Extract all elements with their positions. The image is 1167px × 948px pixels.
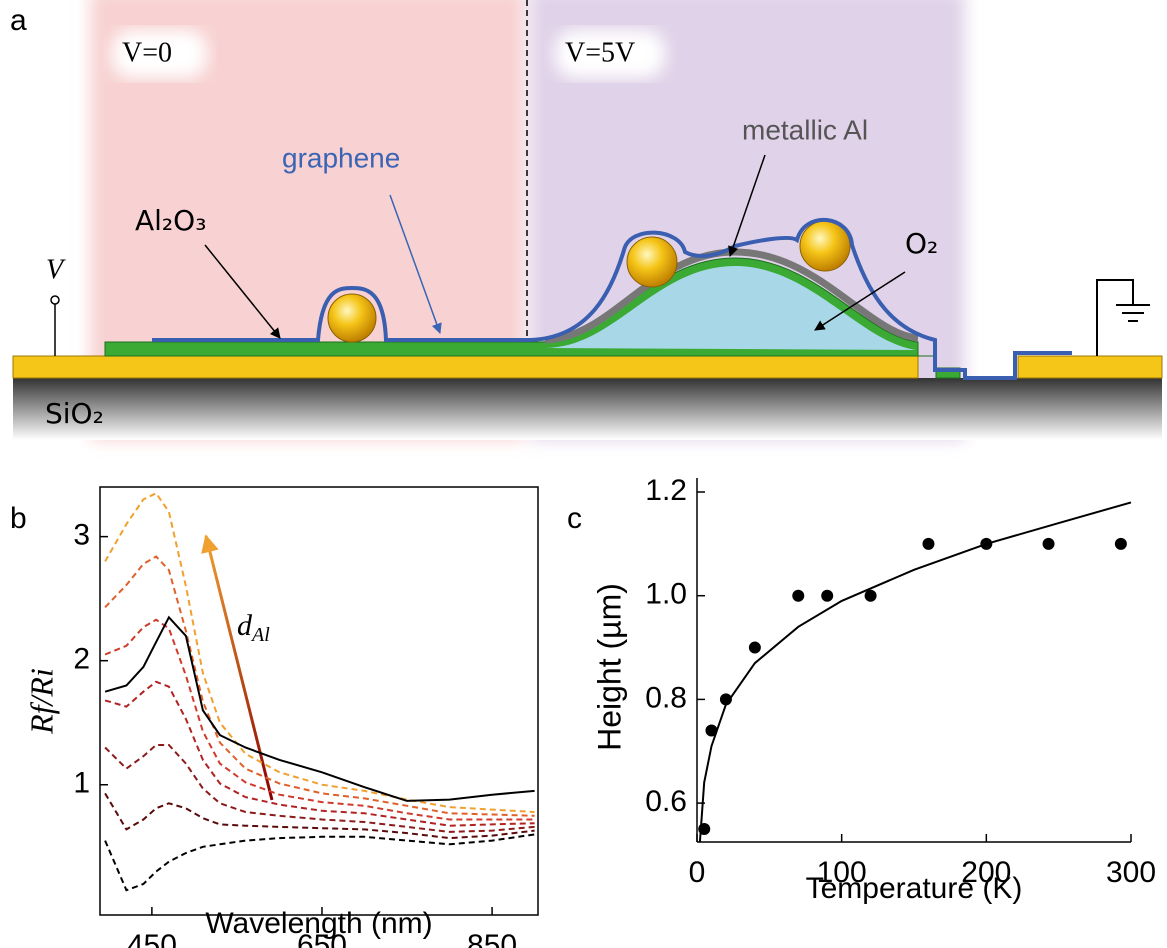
al2o3-label: Al₂O₃	[135, 204, 206, 237]
particle	[626, 236, 678, 288]
data-point	[1114, 537, 1127, 550]
x-tick-label: 200	[961, 856, 1011, 889]
gold-electrode	[12, 355, 919, 379]
fit-line	[698, 501, 1132, 843]
data-point	[719, 693, 732, 706]
arrow	[389, 194, 442, 334]
data-point	[748, 641, 761, 654]
x-tick-label: 0	[689, 856, 706, 889]
x-axis-label: Temperature (K)	[806, 872, 1023, 905]
spectrum-line	[104, 680, 535, 827]
y-tick-label: 0.8	[645, 681, 687, 714]
plot-frame	[99, 486, 539, 916]
sio2-substrate	[13, 378, 1162, 440]
spectrum-line	[104, 615, 535, 802]
x-tick-label: 300	[1106, 856, 1156, 889]
chart: 0 100 200 300 0.6 0.8 1.0 1.2 c Temperature (K) He…	[567, 474, 1156, 905]
data-point	[792, 589, 805, 602]
annotation-text: d	[237, 609, 253, 642]
arrow	[814, 271, 906, 331]
y-tick-label: 1.2	[645, 474, 687, 507]
data-point	[922, 537, 935, 550]
data-point	[821, 589, 834, 602]
x-tick-label: 850	[467, 929, 517, 948]
label-background	[555, 30, 665, 78]
data-point	[1042, 537, 1055, 550]
y-axis-label: Height (µm)	[591, 583, 627, 751]
annotation: dAl	[237, 609, 270, 646]
y-axis-label: Rf/Ri	[23, 668, 59, 735]
ground	[1096, 279, 1150, 356]
schematic: a V=0 V=5V graphene metallic Al Al₂O₃ O₂…	[10, 0, 1163, 440]
label-background	[112, 30, 207, 78]
data-point	[705, 724, 718, 737]
x-axis-label: Wavelength (nm)	[205, 907, 432, 940]
terminal	[50, 295, 60, 305]
spectrum-line	[104, 744, 535, 833]
x-tick-label: 450	[127, 929, 177, 948]
y-tick-label: 1	[73, 767, 90, 800]
y-tick-label: 2	[73, 643, 90, 676]
panel-label: b	[10, 502, 27, 535]
trend-arrow	[201, 534, 274, 801]
spectrum-line	[104, 792, 535, 840]
x-tick-label: 100	[817, 856, 867, 889]
graphene-label: graphene	[282, 142, 400, 173]
sio2-label: SiO₂	[45, 397, 104, 430]
x-tick-label: 650	[297, 929, 347, 948]
o2-label: O₂	[905, 227, 938, 260]
panel-label: a	[10, 4, 27, 37]
graphene-sheet	[152, 217, 1072, 380]
metallic-al-label: metallic Al	[742, 114, 868, 145]
gold-electrode	[1017, 355, 1163, 379]
arrow	[728, 154, 766, 257]
spectrum-line	[104, 555, 535, 817]
chart: 450 650 850 1 2 3 b Wavelength (nm) Rf/Ri dAl	[10, 486, 539, 948]
spectrum-line	[104, 833, 535, 892]
arrow	[204, 244, 281, 339]
panel-label: c	[567, 502, 582, 535]
annotation-subscript: Al	[250, 624, 270, 646]
y-tick-label: 0.6	[645, 785, 687, 818]
y-tick-label: 1.0	[645, 578, 687, 611]
spectrum-line	[104, 491, 535, 813]
spectrum-line	[104, 618, 535, 821]
y-tick-label: 3	[73, 519, 90, 552]
particle	[327, 293, 377, 343]
voltage-label: V=0	[122, 37, 172, 68]
data-point	[864, 589, 877, 602]
voltage-label: V=5V	[565, 37, 635, 68]
terminal-label: V	[46, 254, 66, 285]
